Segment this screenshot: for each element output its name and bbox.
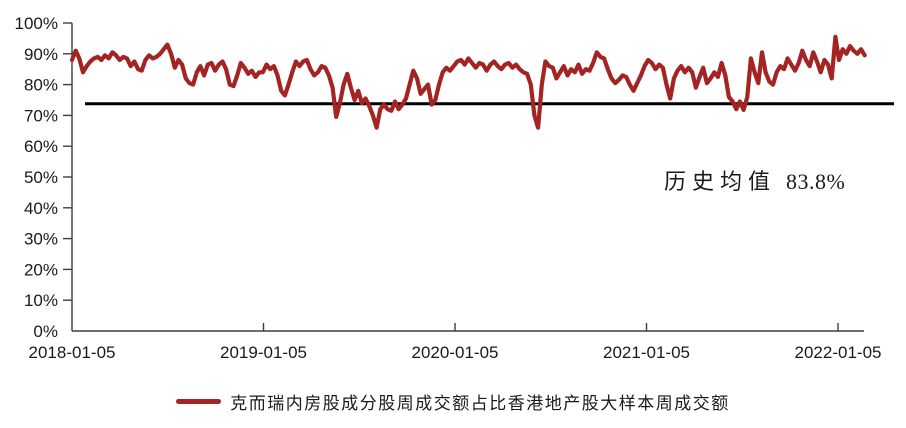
legend-line-swatch [176,399,222,404]
mean-annotation-value: 83.8% [786,169,846,194]
mean-annotation-label: 历史均值 [664,169,777,194]
y-tick-label: 0% [33,322,58,341]
y-tick-label: 30% [24,230,58,249]
legend: 克而瑞内房股成分股周成交额占比香港地产股大样本周成交额 [0,389,906,414]
y-tick-label: 20% [24,260,58,279]
x-tick-label: 2021-01-05 [603,343,690,362]
legend-label: 克而瑞内房股成分股周成交额占比香港地产股大样本周成交额 [230,394,730,413]
line-chart-canvas: 0% 10% 20% 30% 40% 50% 60% 70% 80% 90% 100% 2018-01… [15,14,894,362]
y-tick-label: 60% [24,137,58,156]
series-line [69,34,867,130]
x-tick-label: 2019-01-05 [220,343,307,362]
mean-annotation: 历史均值 83.8% [664,164,845,196]
y-tick-label: 40% [24,199,58,218]
x-tick-label: 2020-01-05 [412,343,499,362]
y-tick-label: 50% [24,168,58,187]
y-tick-label: 10% [24,291,58,310]
x-tick-label: 2022-01-05 [795,343,882,362]
y-tick-label: 70% [24,106,58,125]
y-tick-label: 90% [24,45,58,64]
y-tick-label: 80% [24,76,58,95]
y-tick-label: 100% [15,14,58,33]
x-tick-label: 2018-01-05 [29,343,116,362]
